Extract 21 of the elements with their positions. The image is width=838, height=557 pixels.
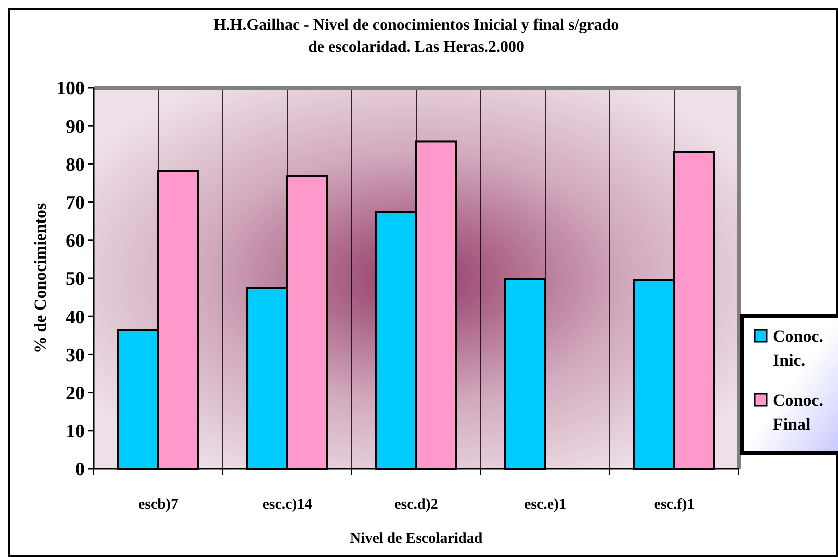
y-tick-label: 70 xyxy=(66,192,85,214)
y-tick-label: 0 xyxy=(76,460,85,481)
y-tick-label: 90 xyxy=(66,116,85,138)
y-tick-label: 20 xyxy=(66,383,85,404)
chart-title: H.H.Gailhac - Nivel de conocimientos Inicial y final s/grado de escolaridad. Las Heras.2.000 xyxy=(214,17,620,56)
y-tick-label: 80 xyxy=(66,154,85,176)
x-axis-title: Nivel de Escolaridad xyxy=(350,531,484,547)
legend-label: Conoc. Inic. xyxy=(773,327,824,370)
y-tick-label: 60 xyxy=(66,231,85,252)
x-tick-label: esc.f)1 xyxy=(654,497,695,513)
y-tick-label: 100 xyxy=(56,78,85,100)
x-tick-label: esc.e)1 xyxy=(524,497,567,513)
x-tick-label: esc.d)2 xyxy=(394,497,438,513)
x-tick-label: escb)7 xyxy=(138,497,179,513)
legend-label: Conoc. Final xyxy=(773,391,824,434)
y-axis-title: % de Conocimientos xyxy=(31,203,50,354)
y-tick-label: 40 xyxy=(66,307,85,328)
x-tick-label: esc.c)14 xyxy=(262,497,313,513)
y-tick-label: 50 xyxy=(66,269,85,290)
y-tick-label: 10 xyxy=(66,422,85,443)
y-tick-label: 30 xyxy=(66,345,85,366)
